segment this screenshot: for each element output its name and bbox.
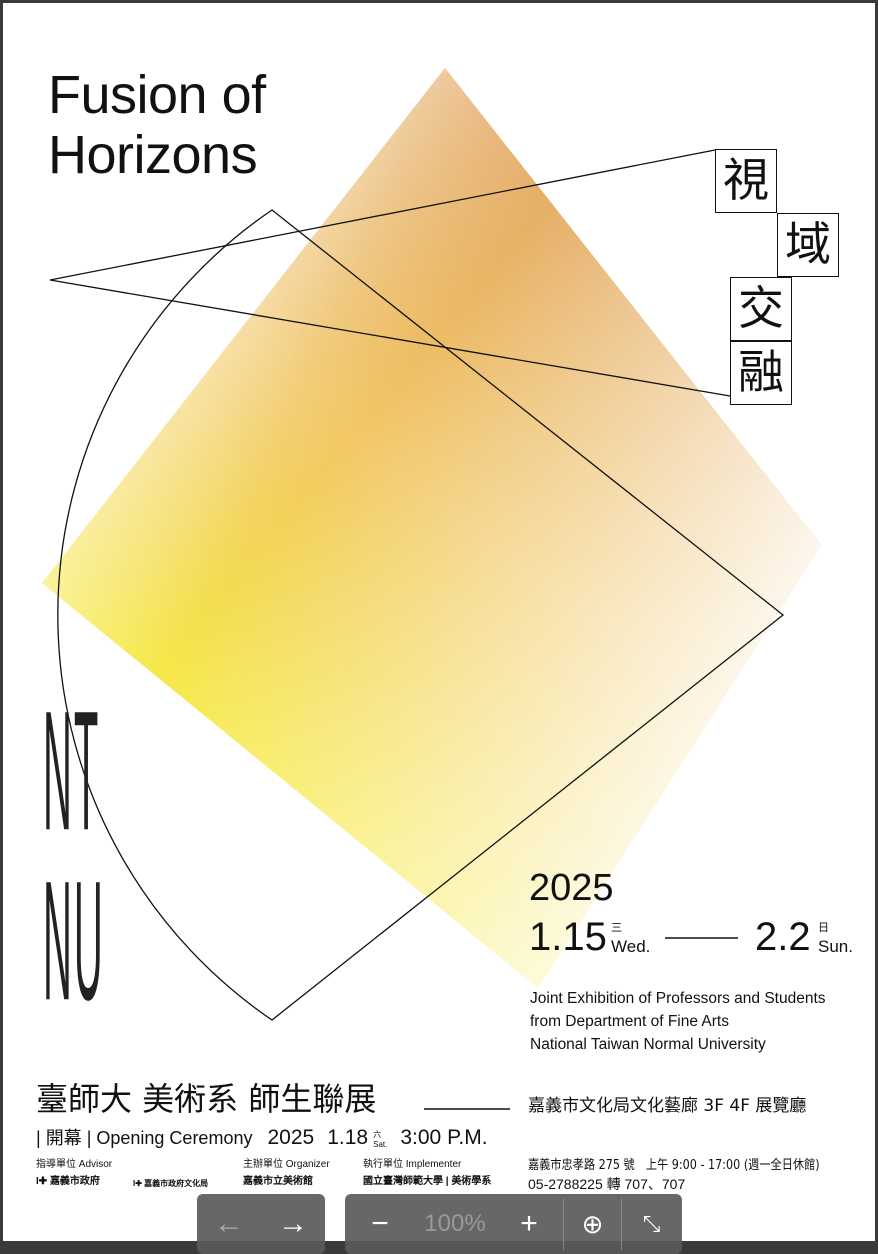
end-day-cn: 日: [818, 922, 829, 934]
advisor-label: 指導單位 Advisor: [36, 1159, 113, 1170]
year: 2025: [529, 867, 614, 909]
logo-text: 國立臺灣師範大學: [363, 1176, 443, 1187]
opening-label-cn: 開幕: [45, 1128, 82, 1148]
description-line: from Department of Fine Arts: [530, 1013, 729, 1030]
zoom-level: 100%: [424, 1210, 486, 1237]
title-line: Fusion of: [48, 65, 266, 125]
logo-text: 嘉義市立美術館: [243, 1176, 313, 1187]
plus-icon[interactable]: +: [520, 1207, 538, 1240]
title-line: Horizons: [48, 125, 258, 185]
sector-outline: [57, 209, 785, 1021]
navigation-toolbar: ← →: [197, 1194, 325, 1254]
opening-date: 1.18: [327, 1126, 369, 1149]
implementer-label: 執行單位 Implementer: [363, 1159, 462, 1170]
logo-art-museum: 嘉義市立美術館: [243, 1176, 313, 1188]
opening-year: 2025: [267, 1126, 315, 1149]
cjk-title-char: 域: [777, 213, 839, 277]
chinese-title: 臺師大 美術系 師生聯展: [36, 1080, 377, 1118]
logo-text: 美術學系: [451, 1176, 492, 1187]
logo-text: 嘉義市政府文化局: [144, 1179, 209, 1188]
organizer-label: 主辦單位 Organizer: [243, 1159, 330, 1170]
start-day: Wed.: [611, 937, 651, 956]
description-line: National Taiwan Normal University: [530, 1036, 766, 1053]
triangle-outline: [49, 149, 731, 397]
logo-cultural-affairs: I✚ 嘉義市政府文化局: [133, 1179, 209, 1188]
cjk-title-char: 視: [715, 149, 777, 213]
venue: 嘉義市文化局文化藝廊 3F 4F 展覽廳: [528, 1096, 807, 1116]
description-line: Joint Exhibition of Professors and Stude…: [530, 990, 826, 1007]
opening-day-cn: 六: [373, 1130, 382, 1139]
phone: 05-2788225 轉 707、707: [528, 1176, 686, 1192]
cjk-title-char: 交: [730, 277, 792, 341]
ntnu-mark: NTNU: [43, 680, 105, 1038]
opening-label: Opening Ceremony: [96, 1128, 253, 1148]
logo-text: 嘉義市政府: [49, 1176, 100, 1187]
logo-ntnu: 國立臺灣師範大學 | 美術學系: [363, 1176, 492, 1187]
previous-icon[interactable]: ←: [214, 1207, 244, 1240]
end-date: 2.2: [755, 915, 811, 959]
description: Joint Exhibition of Professors and Stude…: [530, 987, 826, 1056]
address: 嘉義市忠孝路 275 號 上午 9:00 - 17:00 (週一全日休館): [528, 1158, 820, 1173]
minus-icon[interactable]: −: [371, 1207, 389, 1240]
end-day: Sun.: [818, 937, 853, 956]
zoom-toolbar: − 100% + ⊕ ⤡: [345, 1194, 682, 1254]
title: Fusion of Horizons: [48, 65, 266, 185]
poster: NTNU Fusion of Horizons 視 域 交 融 2025 1.1…: [3, 3, 875, 1241]
download-icon[interactable]: ⊕: [563, 1198, 621, 1250]
next-icon[interactable]: →: [278, 1207, 308, 1240]
cjk-title-char: 融: [730, 341, 792, 405]
logo-chiayi-city: I✚ 嘉義市政府: [36, 1176, 100, 1187]
opening-time: 3:00 P.M.: [400, 1126, 488, 1149]
poster-artwork: [42, 68, 821, 1110]
collapse-icon[interactable]: ⤡: [621, 1198, 681, 1250]
opening-ceremony: | 開幕 | Opening Ceremony 2025 1.18 六 Sat. …: [36, 1126, 488, 1149]
start-date: 1.15: [529, 915, 607, 959]
opening-day: Sat.: [373, 1140, 388, 1149]
start-day-cn: 三: [611, 922, 622, 934]
